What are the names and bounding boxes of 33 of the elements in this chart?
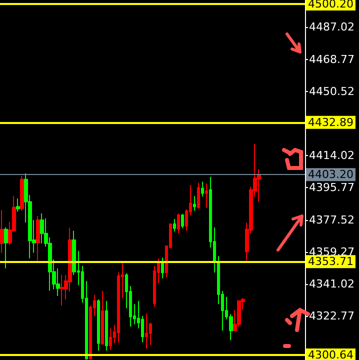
- candlestick: [193, 196, 196, 212]
- candlestick: [16, 198, 20, 212]
- candlestick: [60, 274, 64, 306]
- candlestick: [40, 212, 44, 244]
- candlestick: [4, 226, 8, 269]
- candlestick: [173, 218, 176, 232]
- candlestick: [201, 181, 204, 198]
- y-tick-label: 4322.77: [309, 310, 354, 323]
- candlestick: [161, 257, 164, 279]
- ref-line-label: 4353.71: [308, 255, 354, 268]
- candlestick: [205, 182, 208, 208]
- y-tick-label: 4487.02: [309, 20, 354, 34]
- y-tick-label: 4377.52: [309, 213, 354, 226]
- ref-line-label: 4300.64: [308, 348, 354, 360]
- ref-line-label: 4432.89: [308, 116, 354, 129]
- candlestick: [20, 176, 24, 212]
- candlestick: [177, 212, 180, 234]
- y-tick-label: 4468.77: [309, 52, 354, 66]
- candlestick: [105, 300, 108, 352]
- y-tick-label: 4414.02: [309, 149, 354, 162]
- ref-line-label: 4403.20: [308, 168, 354, 182]
- y-tick-label: 4341.02: [309, 277, 354, 290]
- y-tick-label: 4395.77: [309, 181, 354, 194]
- candlestick: [101, 290, 104, 344]
- candlestick: [36, 215, 40, 262]
- candlestick: [237, 300, 241, 328]
- candlestick: [109, 328, 112, 350]
- y-tick-label: 4450.52: [309, 84, 354, 98]
- candlestick: [197, 182, 200, 210]
- candlestick: [0, 209, 4, 254]
- candlestick: [97, 298, 100, 352]
- candlestick: [181, 214, 184, 229]
- candlestick: [145, 312, 148, 350]
